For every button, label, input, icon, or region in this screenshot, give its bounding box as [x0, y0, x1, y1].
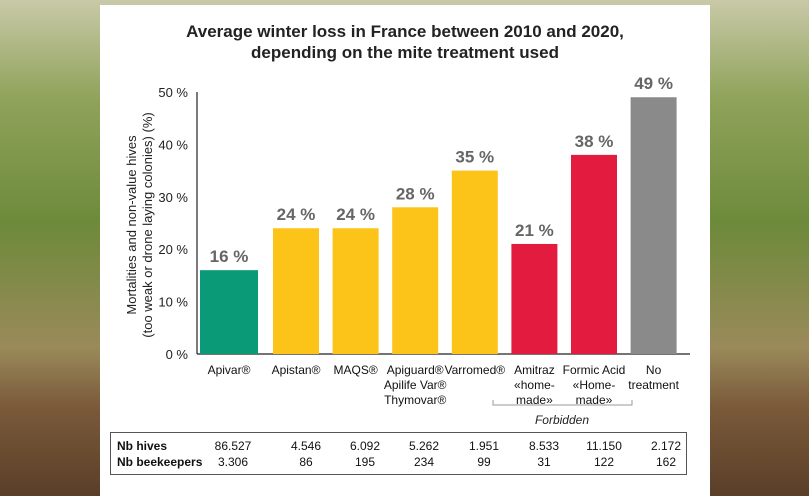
x-tick-label: Apistan® — [272, 363, 321, 377]
table-cell: 86 — [299, 455, 313, 469]
x-tick-label: MAQS® — [334, 363, 378, 377]
y-tick-label: 30 % — [158, 190, 188, 205]
chart-title: Average winter loss in France between 20… — [186, 22, 624, 41]
x-tick-label: Formic Acid — [563, 363, 626, 377]
x-tick-label: Apivar® — [208, 363, 251, 377]
y-tick-label: 50 % — [158, 85, 188, 100]
y-axis-label: Mortalities and non-value hives(too weak… — [124, 112, 155, 337]
bar-chart: Average winter loss in France between 20… — [124, 22, 690, 427]
row-label: Nb beekeepers — [117, 455, 203, 469]
x-tick-label: «home- — [514, 378, 555, 392]
data-label: 35 % — [455, 148, 494, 167]
x-tick-label: made» — [576, 393, 613, 407]
y-tick-label: 20 % — [158, 242, 188, 257]
table-cell: 4.546 — [290, 439, 322, 453]
table-row-hives: Nb hives 86.527 4.546 6.092 5.262 1.951 8.533… — [111, 439, 686, 455]
x-tick-label: No — [646, 363, 662, 377]
x-tick-label: treatment — [628, 378, 679, 392]
table-cell: 2.172 — [650, 439, 682, 453]
table-cell: 122 — [593, 455, 615, 469]
x-tick-label: Apilife Var® — [384, 378, 447, 392]
x-tick-label: Varromed® — [444, 363, 505, 377]
chart-panel: Average winter loss in France between 20… — [100, 5, 710, 496]
data-label: 49 % — [634, 74, 673, 93]
data-label: 28 % — [396, 184, 435, 203]
x-tick-label: Apiguard® — [387, 363, 444, 377]
bar — [392, 207, 439, 354]
x-tick-label: «Home- — [573, 378, 616, 392]
table-cell: 3.306 — [217, 455, 249, 469]
table-cell: 234 — [413, 455, 435, 469]
data-label: 16 % — [210, 247, 249, 266]
data-label: 21 % — [515, 221, 554, 240]
bar — [511, 243, 558, 354]
stats-table: Nb hives 86.527 4.546 6.092 5.262 1.951 8.533… — [110, 432, 687, 475]
y-tick-label: 40 % — [158, 137, 188, 152]
data-label: 24 % — [336, 205, 375, 224]
table-cell: 162 — [655, 455, 677, 469]
forbidden-bracket — [492, 400, 633, 406]
table-cell: 5.262 — [408, 439, 440, 453]
y-tick-label: 10 % — [158, 295, 188, 310]
bar — [200, 270, 258, 354]
data-label: 38 % — [575, 132, 614, 151]
table-row-beekeepers: Nb beekeepers 3.306 86 195 234 99 31 122 162 — [111, 455, 686, 471]
table-cell: 31 — [537, 455, 551, 469]
x-tick-label: Amitraz — [514, 363, 555, 377]
bar — [630, 97, 677, 355]
y-tick-label: 0 % — [166, 347, 189, 362]
table-cell: 8.533 — [528, 439, 560, 453]
x-tick-label: made» — [516, 393, 553, 407]
table-cell: 11.150 — [586, 439, 622, 453]
bar — [451, 170, 498, 354]
bar — [332, 228, 379, 354]
bar — [571, 154, 617, 354]
x-tick-label: Thymovar® — [384, 393, 446, 407]
data-label: 24 % — [277, 205, 316, 224]
table-cell: 1.951 — [468, 439, 500, 453]
table-cell: 99 — [477, 455, 491, 469]
forbidden-label: Forbidden — [535, 413, 589, 427]
table-cell: 86.527 — [214, 439, 252, 453]
row-label: Nb hives — [117, 439, 168, 453]
chart-title: depending on the mite treatment used — [251, 43, 559, 62]
table-cell: 195 — [354, 455, 376, 469]
table-cell: 6.092 — [349, 439, 381, 453]
bar — [273, 228, 319, 354]
